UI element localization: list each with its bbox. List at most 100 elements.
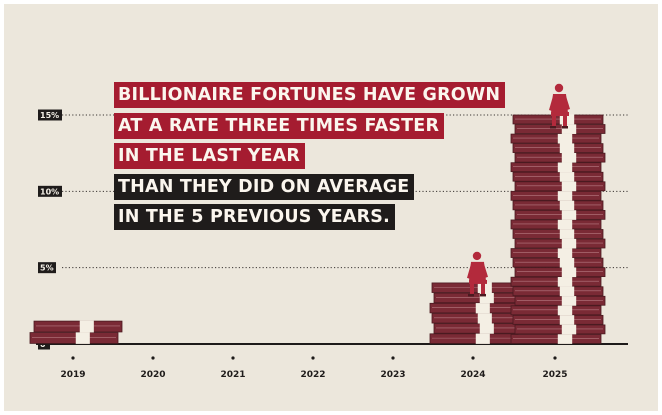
headline: BILLIONAIRE FORTUNES HAVE GROWN AT A RAT… [114,80,506,233]
bundle [429,333,519,344]
x-tick-dot [553,356,557,360]
figure-leg [552,115,556,127]
bundle-band [561,209,577,220]
bundle-band [475,333,490,344]
bundle [514,295,606,306]
figure-shoe [480,293,486,297]
figure-arm [549,96,555,111]
money-stack-bar [429,282,523,344]
bundle-band [559,200,575,211]
bundle-band [557,248,573,259]
bundle-band [557,133,573,144]
bundle-band [479,292,494,304]
headline-line-text: THAN THEY DID ON AVERAGE [114,173,415,200]
figure-arm [467,263,473,279]
headline-line: IN THE 5 PREVIOUS YEARS. [114,202,505,233]
figure-arm [482,263,488,278]
bundle [510,133,602,144]
headline-line-text: IN THE LAST YEAR [114,143,306,169]
figure-lap [469,279,487,284]
bundle [433,292,523,304]
bundle-band [557,190,573,201]
bundle-band [557,276,573,287]
bundle [510,276,602,287]
bundle [514,181,606,192]
figure-arm [564,96,570,110]
bundle-band [561,238,577,249]
x-tick-label: 2025 [542,370,567,380]
x-tick-label: 2023 [380,370,405,380]
bundle [510,334,602,344]
bundle-band [561,267,577,278]
bundle [510,219,602,230]
figure-shoe [468,293,474,297]
bundle-band [559,314,575,325]
bundle-band [557,333,573,344]
bundle [512,286,604,297]
bundle-band [557,162,573,173]
bundle [510,162,602,173]
headline-line-text: IN THE 5 PREVIOUS YEARS. [114,204,395,230]
figure-head [554,83,564,93]
bundle-band [475,302,490,314]
bundle-band [479,323,494,334]
bundle-band [559,171,575,182]
bundle-band [561,124,577,134]
x-tick-label: 2019 [60,370,85,380]
figure-shoe [550,126,556,129]
x-tick-label: 2022 [300,370,325,380]
bundle-band [561,152,577,163]
figure-torso [469,261,486,281]
seated-billionaire-figure [467,251,488,297]
figure-head [472,251,482,261]
bundle-band [79,320,94,333]
bundle [512,200,604,211]
bundle [510,305,602,316]
figure-leg [481,282,485,295]
bundle [512,114,604,125]
seated-billionaire-figure [549,83,570,129]
x-tick-dot [71,356,75,360]
bundle-band [557,305,573,316]
x-tick-label: 2024 [460,370,485,380]
bundle-band [559,229,575,239]
bundle [514,152,606,163]
x-tick-dot [471,356,475,360]
bundle [510,190,602,201]
bundle [433,323,523,334]
headline-line: THAN THEY DID ON AVERAGE [114,172,505,203]
figure-torso [551,94,568,113]
bundle [33,320,123,333]
bundle-band [477,312,492,324]
x-tick-dot [231,356,235,360]
figure-leg [470,282,474,295]
figure-lap [551,112,569,116]
bundle [29,332,119,344]
headline-line: BILLIONAIRE FORTUNES HAVE GROWN [114,80,506,111]
bundle [431,282,521,293]
bundle-band [561,324,577,335]
bundle [512,229,604,239]
money-stack-bar [510,114,606,344]
money-stack-bar [29,320,123,344]
x-tick-dot [151,356,155,360]
bundle-band [559,143,575,154]
y-tick-label: 10% [40,187,59,196]
tick-label-bg [38,109,62,121]
bundle [512,171,604,182]
bundle-band [557,219,573,230]
bundle-band [75,332,90,344]
bundle [514,324,606,335]
x-tick-label: 2020 [140,370,165,380]
headline-line-text: AT A RATE THREE TIMES FASTER [114,112,445,139]
tick-label-bg [38,185,62,197]
headline-line: AT A RATE THREE TIMES FASTER [114,111,505,142]
bundle [514,238,606,249]
bundle [431,313,521,324]
bundle [514,210,606,220]
figure-leg [563,115,567,127]
bundle-band [559,257,575,268]
bundle-band [561,181,577,192]
